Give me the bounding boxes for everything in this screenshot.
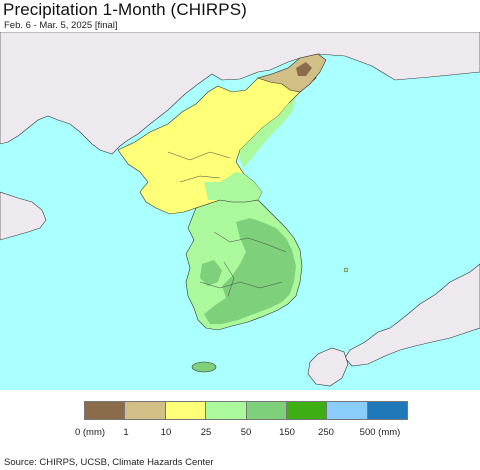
legend-swatch bbox=[125, 402, 166, 419]
legend-label: 10 bbox=[160, 427, 172, 438]
legend-swatch bbox=[85, 402, 126, 419]
jeju-island bbox=[191, 361, 217, 373]
legend-swatch bbox=[327, 402, 368, 419]
sk-west-wet-patch bbox=[200, 260, 222, 286]
province-borders bbox=[167, 151, 287, 297]
legend-label: 25 bbox=[200, 427, 212, 438]
legend-swatch bbox=[165, 402, 207, 419]
legend-label: 0 (mm) bbox=[74, 427, 106, 438]
map-title: Precipitation 1-Month (CHIRPS) bbox=[3, 0, 247, 19]
date-range-subtitle: Feb. 6 - Mar. 5, 2025 [final] bbox=[4, 20, 118, 31]
northeast-driest-patch bbox=[296, 62, 312, 76]
northeast-dry-region bbox=[256, 53, 327, 93]
kyushu-land bbox=[307, 347, 349, 387]
nk-south-green bbox=[204, 172, 262, 202]
legend-label: 250 bbox=[318, 427, 334, 438]
legend-label: 500 (mm) bbox=[359, 427, 401, 438]
legend-label: 50 bbox=[240, 427, 252, 438]
legend-swatch bbox=[367, 402, 407, 419]
legend-label: 1 bbox=[123, 427, 129, 438]
japan-land bbox=[344, 263, 480, 367]
shandong-land bbox=[0, 191, 47, 241]
legend-labels: 0 (mm) 1 10 25 50 150 250 500 (mm) bbox=[0, 427, 480, 441]
legend-colorbar bbox=[84, 401, 408, 420]
legend-swatch bbox=[246, 402, 287, 419]
south-korea-wet-region bbox=[204, 218, 296, 324]
legend-label: 150 bbox=[279, 427, 295, 438]
legend-swatch bbox=[206, 402, 247, 419]
source-credit: Source: CHIRPS, UCSB, Climate Hazards Ce… bbox=[4, 457, 214, 468]
ulleung-island bbox=[343, 267, 349, 273]
nk-east-coast-green bbox=[240, 98, 296, 168]
legend-swatch bbox=[286, 402, 328, 419]
mainland-china bbox=[0, 32, 480, 155]
precipitation-map bbox=[0, 32, 480, 390]
